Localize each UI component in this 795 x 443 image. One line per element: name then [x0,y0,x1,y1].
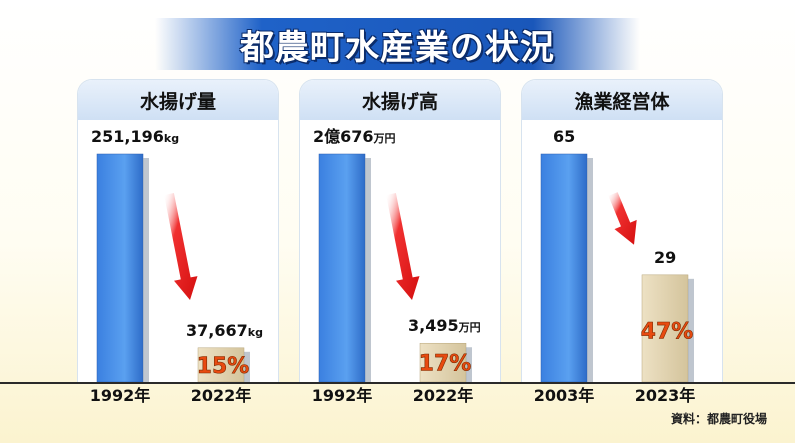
category-label-2-1: 2023年 [635,386,696,405]
ratio-label-1: 17% [419,352,472,377]
value-label-0-0: 251,196kg [91,127,179,146]
chart-title: 都農町水産業の状況 [240,27,555,68]
bar-0-1 [197,347,245,383]
category-label-2-0: 2003年 [534,386,595,405]
ratio-label-2: 47% [641,319,694,344]
panel-title-catch-volume: 水揚げ量 [78,80,278,120]
bar-2-0 [540,153,588,383]
source-note: 資料：都農町役場 [670,412,767,426]
bar-shadow-2-0 [587,158,593,382]
bar-shadow-0-0 [143,158,149,382]
bar-shadow-1-1 [466,347,472,382]
value-label-2-0: 65 [553,127,575,146]
category-label-0-1: 2022年 [191,386,252,405]
value-label-2-1: 29 [654,248,676,267]
category-label-1-1: 2022年 [413,386,474,405]
value-label-1-0: 2億676万円 [313,127,396,146]
down-arrow-2 [608,192,637,245]
bar-1-1 [419,342,467,383]
baseline [0,382,795,384]
category-label-0-0: 1992年 [90,386,151,405]
panel-title-fishery-entities: 漁業経営体 [522,80,722,120]
bar-shadow-1-0 [365,158,371,382]
title-banner: 都農町水産業の状況 [155,18,640,70]
bar-0-0 [96,153,144,383]
bar-1-0 [318,153,366,383]
value-label-0-1: 37,667kg [186,321,263,340]
category-label-1-0: 1992年 [312,386,373,405]
down-arrow-1 [386,193,420,300]
bar-shadow-0-1 [244,351,250,382]
bar-2-1 [641,274,689,383]
bar-shadow-2-1 [688,278,694,382]
panel-title-catch-value: 水揚げ高 [300,80,500,120]
value-label-1-1: 3,495万円 [408,316,481,335]
down-arrow-0 [164,193,198,300]
ratio-label-0: 15% [197,354,250,379]
